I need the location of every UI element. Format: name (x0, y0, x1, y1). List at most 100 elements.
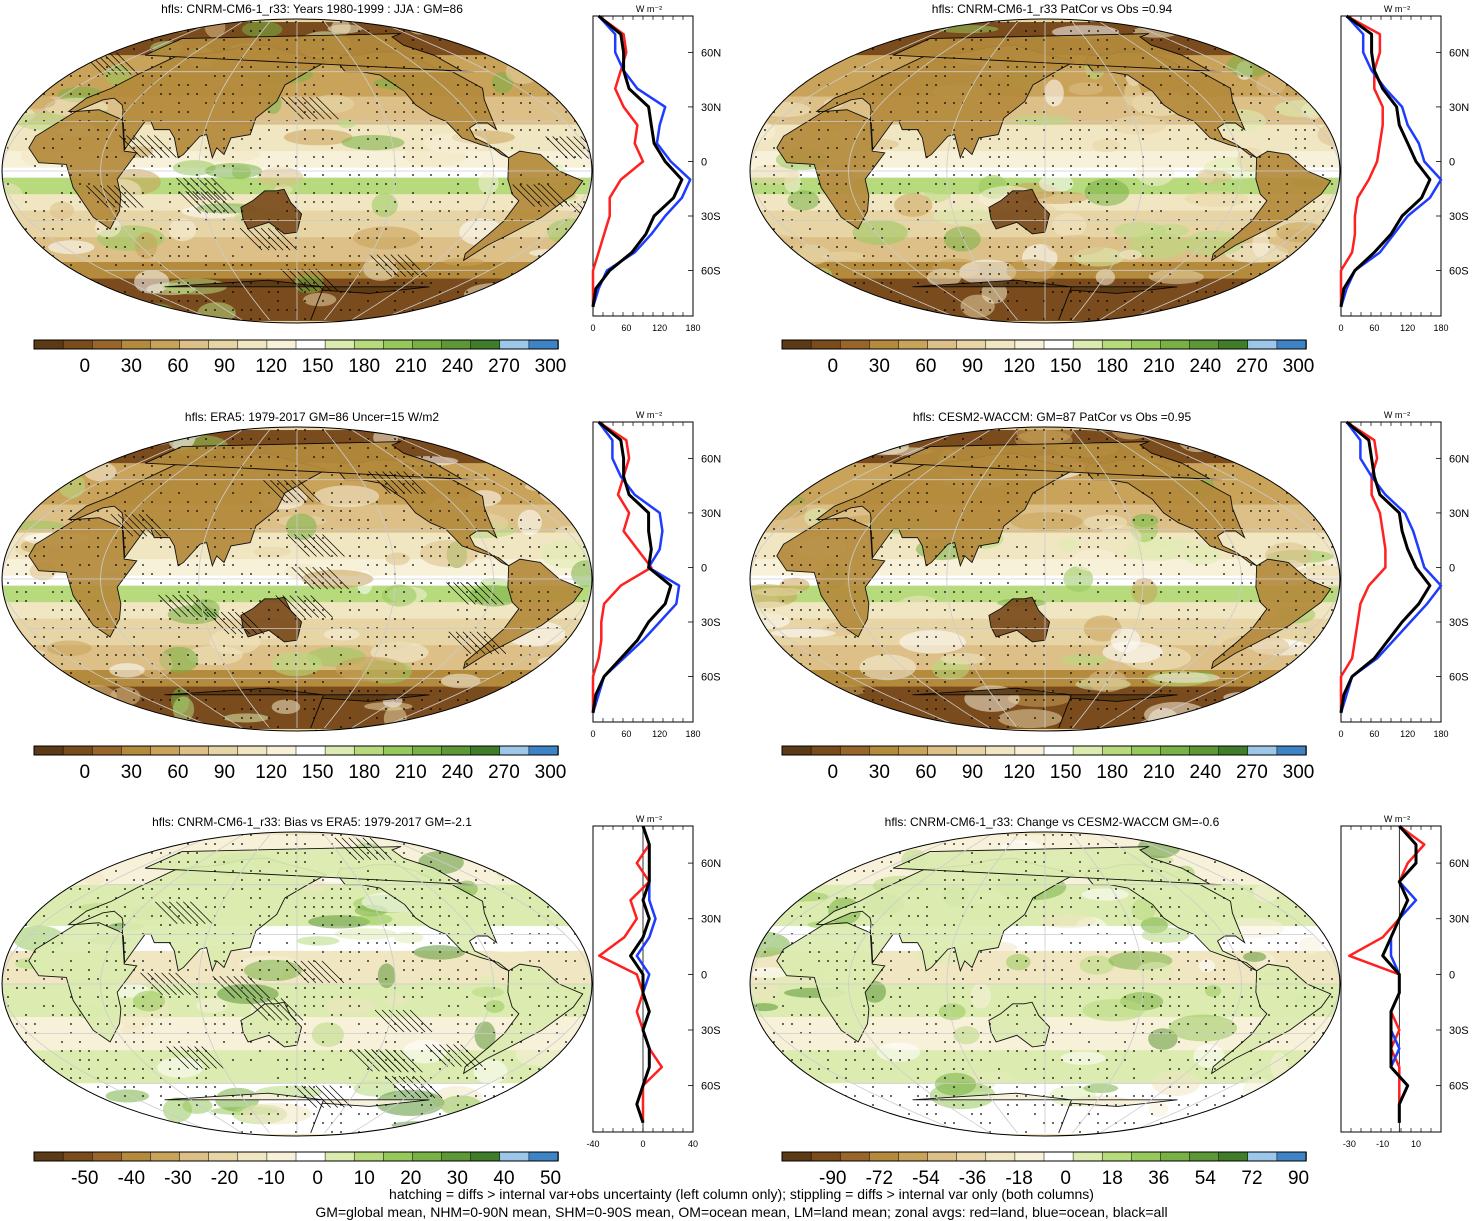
stipple-dot (1187, 429, 1189, 431)
stipple-dot (70, 300, 72, 302)
stipple-dot (836, 246, 838, 248)
field-patch (1044, 79, 1064, 107)
stipple-dot (836, 309, 838, 311)
stipple-dot (1070, 564, 1072, 566)
field-patch (21, 266, 63, 292)
stipple-dot (1187, 546, 1189, 548)
stipple-dot (1088, 438, 1090, 440)
stipple-dot (349, 636, 351, 638)
hatch-line (315, 268, 339, 292)
stipple-dot (7, 834, 9, 836)
stipple-dot (277, 573, 279, 575)
stipple-dot (340, 510, 342, 512)
stipple-dot (1070, 147, 1072, 149)
stipple-dot (1169, 228, 1171, 230)
stipple-dot (854, 66, 856, 68)
stipple-dot (1205, 75, 1207, 77)
stipple-dot (511, 663, 513, 665)
stipple-dot (1259, 519, 1261, 521)
stipple-dot (881, 492, 883, 494)
stipple-dot (1205, 537, 1207, 539)
stipple-dot (367, 183, 369, 185)
stipple-dot (1250, 273, 1252, 275)
stipple-dot (1322, 291, 1324, 293)
stipple-dot (926, 663, 928, 665)
hatch-line (213, 611, 237, 635)
stipple-dot (565, 555, 567, 557)
stipple-dot (1277, 438, 1279, 440)
stipple-dot (142, 573, 144, 575)
graticule (2, 21, 592, 321)
stipple-dot (556, 708, 558, 710)
stipple-dot (1196, 291, 1198, 293)
hatch-line (183, 177, 206, 201)
stipple-dot (1079, 546, 1081, 548)
stipple-dot (980, 273, 982, 275)
stipple-dot (1079, 483, 1081, 485)
stipple-dot (529, 282, 531, 284)
stipple-dot (223, 456, 225, 458)
stipple-dot (971, 138, 973, 140)
stipple-dot (304, 636, 306, 638)
field-patch (1266, 290, 1287, 317)
stipple-dot (205, 726, 207, 728)
stipple-dot (448, 546, 450, 548)
stipple-dot (1160, 645, 1162, 647)
stipple-dot (1223, 246, 1225, 248)
stipple-dot (1178, 438, 1180, 440)
stipple-dot (1133, 582, 1135, 584)
stipple-dot (1070, 681, 1072, 683)
stipple-dot (52, 309, 54, 311)
stipple-dot (97, 93, 99, 95)
stipple-dot (1205, 318, 1207, 320)
stipple-dot (1304, 264, 1306, 266)
stipple-dot (151, 75, 153, 77)
stipple-dot (1205, 708, 1207, 710)
stipple-dot (547, 75, 549, 77)
stipple-dot (475, 564, 477, 566)
stipple-dot (70, 609, 72, 611)
stipple-dot (926, 156, 928, 158)
stipple-dot (1097, 537, 1099, 539)
stipple-dot (1106, 573, 1108, 575)
stipple-dot (980, 282, 982, 284)
stipple-dot (1304, 129, 1306, 131)
stipple-dot (475, 237, 477, 239)
stipple-dot (565, 282, 567, 284)
stipple-dot (1250, 102, 1252, 104)
stipple-dot (286, 564, 288, 566)
stipple-dot (1025, 429, 1027, 431)
stipple-dot (574, 291, 576, 293)
stipple-dot (124, 192, 126, 194)
stipple-dot (79, 237, 81, 239)
stipple-dot (1034, 174, 1036, 176)
stipple-dot (367, 165, 369, 167)
stipple-dot (980, 30, 982, 32)
stipple-dot (809, 564, 811, 566)
stipple-dot (890, 474, 892, 476)
stipple-dot (313, 717, 315, 719)
stipple-dot (277, 192, 279, 194)
stipple-dot (1241, 429, 1243, 431)
stipple-dot (836, 672, 838, 674)
stipple-dot (863, 465, 865, 467)
stipple-dot (205, 456, 207, 458)
stipple-dot (935, 201, 937, 203)
stipple-dot (1151, 237, 1153, 239)
stipple-dot (412, 708, 414, 710)
stipple-dot (7, 255, 9, 257)
stipple-dot (475, 84, 477, 86)
stipple-dot (1295, 645, 1297, 647)
stipple-dot (223, 618, 225, 620)
stipple-dot (376, 591, 378, 593)
stipple-dot (484, 309, 486, 311)
continent-outline (144, 441, 474, 481)
stipple-dot (520, 438, 522, 440)
stipple-dot (962, 282, 964, 284)
stipple-dot (1070, 708, 1072, 710)
stipple-dot (1259, 228, 1261, 230)
stipple-dot (61, 66, 63, 68)
stipple-dot (818, 129, 820, 131)
stipple-dot (124, 102, 126, 104)
stipple-dot (908, 246, 910, 248)
